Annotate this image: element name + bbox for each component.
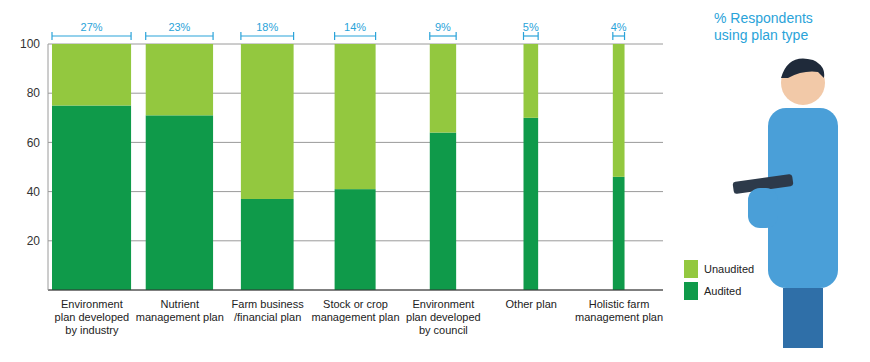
svg-text:Farm business/financial plan: Farm business/financial plan — [232, 298, 305, 323]
svg-text:14%: 14% — [344, 21, 366, 33]
svg-text:20: 20 — [27, 234, 41, 248]
html-text:% Respondents using plan type: % Respondents using plan type — [714, 10, 813, 43]
svg-text:Holistic farmmanagement plan: Holistic farmmanagement plan — [575, 298, 663, 323]
svg-text:23%: 23% — [168, 21, 190, 33]
svg-text:Environmentplan developedby co: Environmentplan developedby council — [406, 298, 481, 336]
svg-text:80: 80 — [27, 86, 41, 100]
svg-text:40: 40 — [27, 185, 41, 199]
svg-text:4%: 4% — [611, 21, 627, 33]
svg-text:Environmentplan developedby in: Environmentplan developedby industry — [55, 298, 130, 336]
svg-text:27%: 27% — [81, 21, 103, 33]
svg-text:100: 100 — [20, 37, 40, 51]
html-text:Audited: Audited — [704, 285, 742, 297]
svg-text:Other plan: Other plan — [506, 298, 557, 310]
svg-text:9%: 9% — [435, 21, 451, 33]
svg-text:60: 60 — [27, 136, 41, 150]
svg-text:18%: 18% — [256, 21, 278, 33]
svg-text:Stock or cropmanagement plan: Stock or cropmanagement plan — [311, 298, 399, 323]
svg-text:5%: 5% — [523, 21, 539, 33]
svg-text:Nutrientmanagement plan: Nutrientmanagement plan — [136, 298, 224, 323]
html-text:Unaudited: Unaudited — [704, 263, 755, 275]
